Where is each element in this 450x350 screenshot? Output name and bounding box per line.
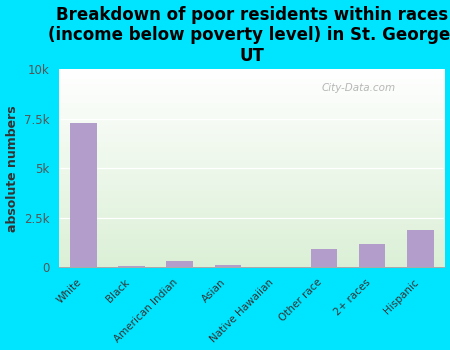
Bar: [118, 266, 145, 267]
Bar: [215, 265, 241, 267]
Bar: [359, 244, 386, 267]
Bar: [311, 248, 338, 267]
Title: Breakdown of poor residents within races
(income below poverty level) in St. Geo: Breakdown of poor residents within races…: [48, 6, 450, 65]
Y-axis label: absolute numbers: absolute numbers: [5, 105, 18, 232]
Text: City-Data.com: City-Data.com: [321, 83, 396, 93]
Bar: [70, 123, 97, 267]
Bar: [407, 230, 434, 267]
Bar: [166, 261, 193, 267]
